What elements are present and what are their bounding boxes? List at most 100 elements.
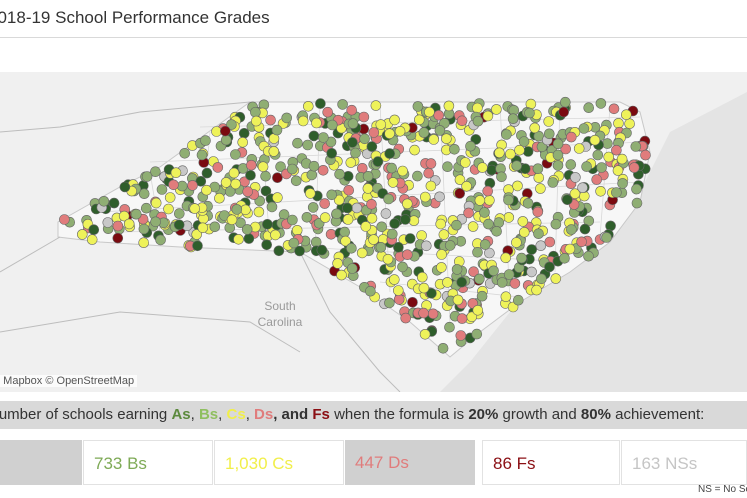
school-marker[interactable] (543, 128, 555, 140)
school-marker[interactable] (611, 144, 622, 156)
school-marker[interactable] (494, 147, 505, 159)
school-marker[interactable] (529, 122, 541, 134)
school-marker[interactable] (500, 252, 512, 264)
school-marker[interactable] (200, 135, 211, 146)
school-marker[interactable] (291, 225, 303, 236)
school-marker[interactable] (317, 165, 329, 176)
school-marker[interactable] (272, 192, 283, 203)
grade-ns-count[interactable]: 163 NSs (621, 440, 747, 485)
school-marker[interactable] (342, 202, 353, 214)
school-marker[interactable] (640, 149, 651, 161)
school-marker[interactable] (435, 218, 447, 230)
school-marker[interactable] (102, 217, 114, 228)
school-marker[interactable] (253, 206, 265, 218)
school-marker[interactable] (333, 194, 345, 206)
school-marker[interactable] (268, 146, 280, 157)
school-marker[interactable] (443, 100, 455, 112)
school-marker[interactable] (496, 277, 508, 288)
school-marker[interactable] (88, 224, 100, 235)
school-marker[interactable] (552, 138, 564, 150)
school-marker[interactable] (294, 245, 305, 257)
school-marker[interactable] (340, 235, 351, 247)
school-marker[interactable] (187, 180, 198, 191)
school-marker[interactable] (230, 149, 241, 160)
school-marker[interactable] (401, 198, 413, 210)
school-marker[interactable] (488, 265, 499, 277)
school-marker[interactable] (608, 103, 620, 115)
school-marker[interactable] (561, 194, 573, 205)
school-marker[interactable] (163, 203, 174, 215)
school-marker[interactable] (119, 181, 131, 193)
school-marker[interactable] (77, 229, 88, 240)
school-marker[interactable] (456, 115, 468, 127)
school-marker[interactable] (397, 261, 408, 273)
school-marker[interactable] (226, 119, 237, 130)
school-marker[interactable] (631, 183, 642, 195)
school-marker[interactable] (366, 199, 377, 210)
school-marker[interactable] (442, 161, 453, 172)
school-marker[interactable] (118, 210, 130, 222)
school-marker[interactable] (595, 186, 606, 197)
school-marker[interactable] (246, 159, 257, 171)
school-marker[interactable] (566, 224, 577, 235)
school-marker[interactable] (613, 117, 624, 129)
school-marker[interactable] (394, 125, 406, 137)
school-marker[interactable] (393, 242, 404, 253)
school-marker[interactable] (526, 266, 537, 278)
school-marker[interactable] (315, 98, 326, 109)
school-marker[interactable] (288, 237, 300, 249)
school-marker[interactable] (250, 106, 261, 118)
school-marker[interactable] (191, 229, 202, 240)
school-marker[interactable] (370, 100, 382, 111)
school-marker[interactable] (560, 143, 572, 155)
school-marker[interactable] (565, 131, 577, 143)
school-marker[interactable] (138, 188, 150, 199)
school-marker[interactable] (468, 266, 479, 277)
school-marker[interactable] (261, 239, 273, 251)
school-marker[interactable] (228, 167, 240, 179)
school-marker[interactable] (337, 99, 348, 110)
school-marker[interactable] (290, 175, 302, 187)
grade-a-count[interactable]: As (0, 440, 82, 485)
school-marker[interactable] (389, 114, 400, 126)
school-marker[interactable] (404, 233, 416, 244)
school-marker[interactable] (500, 291, 512, 302)
school-marker[interactable] (326, 189, 338, 201)
school-marker[interactable] (467, 221, 479, 232)
school-marker[interactable] (436, 249, 447, 260)
school-marker[interactable] (346, 263, 358, 274)
school-marker[interactable] (192, 240, 203, 252)
school-marker[interactable] (479, 207, 490, 218)
school-marker[interactable] (331, 208, 342, 220)
school-marker[interactable] (516, 252, 527, 264)
school-marker[interactable] (491, 226, 502, 237)
school-marker[interactable] (362, 183, 374, 194)
school-marker[interactable] (624, 118, 635, 130)
school-marker[interactable] (612, 165, 624, 176)
school-marker[interactable] (496, 171, 507, 183)
school-marker[interactable] (437, 342, 449, 354)
school-marker[interactable] (425, 158, 437, 169)
school-marker[interactable] (141, 202, 152, 214)
school-marker[interactable] (220, 177, 232, 188)
school-marker[interactable] (444, 240, 456, 251)
school-marker[interactable] (272, 172, 283, 183)
school-marker[interactable] (366, 213, 378, 224)
school-marker[interactable] (501, 129, 512, 140)
school-marker[interactable] (601, 232, 612, 243)
school-marker[interactable] (418, 127, 430, 138)
school-marker[interactable] (347, 118, 359, 129)
school-marker[interactable] (416, 230, 427, 241)
school-marker[interactable] (482, 185, 494, 197)
school-marker[interactable] (579, 223, 591, 235)
school-marker[interactable] (220, 134, 232, 146)
school-marker[interactable] (382, 253, 394, 265)
school-marker[interactable] (434, 125, 446, 136)
school-marker[interactable] (507, 113, 519, 125)
school-marker[interactable] (452, 294, 464, 306)
school-marker[interactable] (201, 167, 213, 179)
school-marker[interactable] (436, 262, 447, 273)
school-marker[interactable] (389, 218, 401, 229)
school-marker[interactable] (573, 143, 585, 154)
school-marker[interactable] (311, 117, 322, 129)
